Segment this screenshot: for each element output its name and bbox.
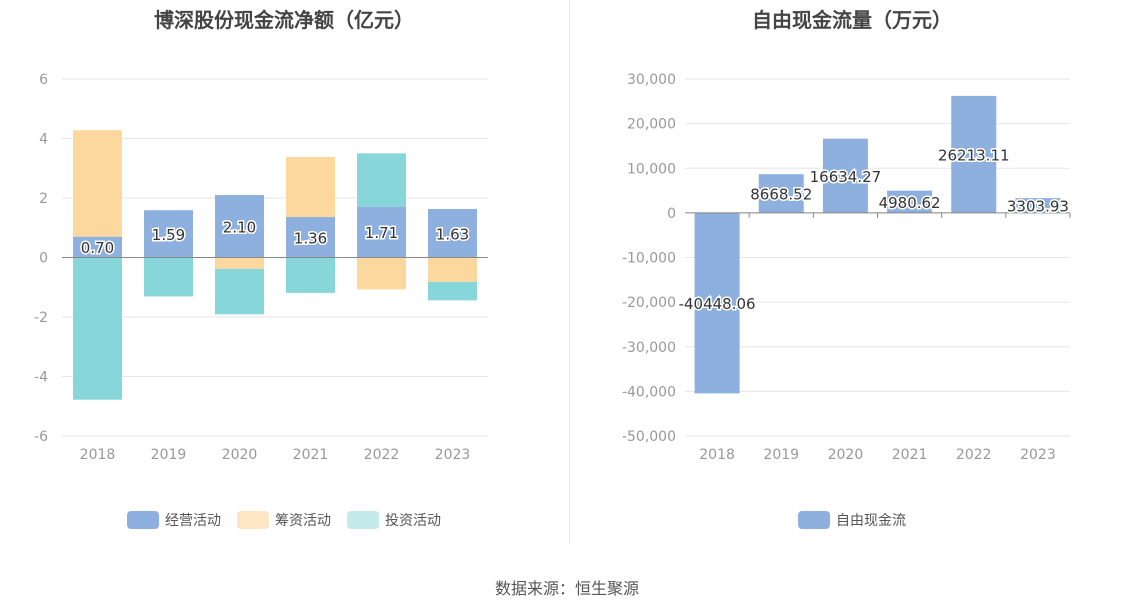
legend-fcf-label: 自由现金流 xyxy=(836,513,906,529)
x-tick-label: 2018 xyxy=(80,447,116,463)
legend-operating[interactable]: 经营活动 xyxy=(127,510,221,530)
bar-financing-2022 xyxy=(357,257,406,290)
legend-operating-swatch xyxy=(127,511,159,529)
data-label-fcf-2018: -40448.06 xyxy=(679,295,756,313)
x-tick-label: 2020 xyxy=(828,447,864,463)
bar-fcf-2018 xyxy=(694,212,740,394)
bar-investing-2018 xyxy=(73,257,122,400)
legend-investing-swatch xyxy=(347,511,379,529)
x-tick-label: 2021 xyxy=(293,447,329,463)
bar-operating-2022 xyxy=(357,206,406,258)
y-tick-label: -50,000 xyxy=(622,429,676,445)
bar-investing-2023 xyxy=(428,281,477,301)
x-tick-label: 2023 xyxy=(435,447,471,463)
data-label-operating-2023: 1.63 xyxy=(436,225,469,243)
legend-financing-swatch xyxy=(237,511,269,529)
bar-fcf-2023 xyxy=(1015,198,1061,213)
y-tick-label: -4 xyxy=(34,370,48,386)
legend-financing-label: 筹资活动 xyxy=(275,513,331,529)
legend-investing[interactable]: 投资活动 xyxy=(347,510,441,530)
data-label-fcf-2023: 3303.93 xyxy=(1007,198,1069,216)
bar-investing-2019 xyxy=(144,257,193,297)
right-legend: 自由现金流 xyxy=(570,510,1134,530)
bar-fcf-2019 xyxy=(758,174,804,213)
y-tick-label: -2 xyxy=(34,310,48,326)
y-tick-label: 2 xyxy=(39,191,48,207)
bar-investing-2020 xyxy=(215,268,264,315)
bar-financing-2018 xyxy=(73,130,122,237)
bar-financing-2020 xyxy=(215,257,264,269)
x-tick-label: 2019 xyxy=(151,447,187,463)
x-tick-label: 2021 xyxy=(892,447,928,463)
free-cash-flow-chart-panel: 自由现金流量（万元） 30,000 20,000 10,000 0 -10,000 -20… xyxy=(570,0,1134,545)
x-tick-label: 2019 xyxy=(763,447,799,463)
legend-financing[interactable]: 筹资活动 xyxy=(237,510,331,530)
bar-operating-2019 xyxy=(144,210,193,258)
data-label-operating-2020: 2.10 xyxy=(223,218,256,236)
bar-investing-2022 xyxy=(357,153,406,207)
x-tick-label: 2023 xyxy=(1020,447,1056,463)
y-tick-label: -6 xyxy=(34,429,48,445)
legend-fcf[interactable]: 自由现金流 xyxy=(798,510,906,530)
bar-operating-2020 xyxy=(215,195,264,258)
data-label-fcf-2022: 26213.11 xyxy=(938,146,1010,164)
bar-fcf-2020 xyxy=(822,138,868,213)
y-tick-label: 30,000 xyxy=(627,72,676,88)
x-tick-label: 2020 xyxy=(222,447,258,463)
y-tick-label: -30,000 xyxy=(622,340,676,356)
panel-divider xyxy=(569,0,570,545)
bar-operating-2018 xyxy=(73,236,122,258)
data-label-operating-2018: 0.70 xyxy=(81,239,114,257)
bar-fcf-2022 xyxy=(951,95,997,213)
free-cash-flow-chart: 30,000 20,000 10,000 0 -10,000 -20,000 -30,000… xyxy=(622,72,1071,463)
legend-investing-label: 投资活动 xyxy=(385,513,441,529)
x-tick-label: 2018 xyxy=(699,447,735,463)
bar-operating-2023 xyxy=(428,209,477,258)
cash-flow-chart-panel: 博深股份现金流净额（亿元） 6 4 2 0 -2 -4 -6 2018 2019 2020 2021… xyxy=(0,0,568,545)
data-label-operating-2022: 1.71 xyxy=(365,224,398,242)
data-label-fcf-2020: 16634.27 xyxy=(810,168,882,186)
legend-fcf-swatch xyxy=(798,511,830,529)
data-source-footer: 数据来源：恒生聚源 xyxy=(494,579,639,598)
right-chart-title: 自由现金流量（万元） xyxy=(752,8,952,32)
x-tick-label: 2022 xyxy=(364,447,400,463)
legend-operating-label: 经营活动 xyxy=(165,513,221,529)
bar-financing-2021 xyxy=(286,156,335,218)
y-tick-label: -10,000 xyxy=(622,251,676,267)
bar-operating-2021 xyxy=(286,217,335,258)
bar-financing-2023 xyxy=(428,257,477,282)
y-tick-label: 20,000 xyxy=(627,117,676,133)
left-legend: 经营活动 筹资活动 投资活动 xyxy=(0,510,568,530)
y-tick-label: -20,000 xyxy=(622,295,676,311)
bar-investing-2021 xyxy=(286,257,335,293)
y-tick-label: 0 xyxy=(667,206,676,222)
data-label-fcf-2019: 8668.52 xyxy=(750,186,812,204)
x-tick-label: 2022 xyxy=(956,447,992,463)
y-tick-label: 10,000 xyxy=(627,161,676,177)
y-tick-label: 0 xyxy=(39,251,48,267)
y-tick-label: 4 xyxy=(39,132,48,148)
bar-fcf-2021 xyxy=(887,190,933,213)
y-tick-label: -40,000 xyxy=(622,384,676,400)
data-label-operating-2019: 1.59 xyxy=(152,226,185,244)
data-label-operating-2021: 1.36 xyxy=(294,229,327,247)
left-chart-title: 博深股份现金流净额（亿元） xyxy=(154,8,414,32)
data-label-fcf-2021: 4980.62 xyxy=(879,194,941,212)
y-tick-label: 6 xyxy=(39,72,48,88)
cash-flow-chart: 6 4 2 0 -2 -4 -6 2018 2019 2020 2021 2022 2023 0.70 1.… xyxy=(34,72,488,463)
